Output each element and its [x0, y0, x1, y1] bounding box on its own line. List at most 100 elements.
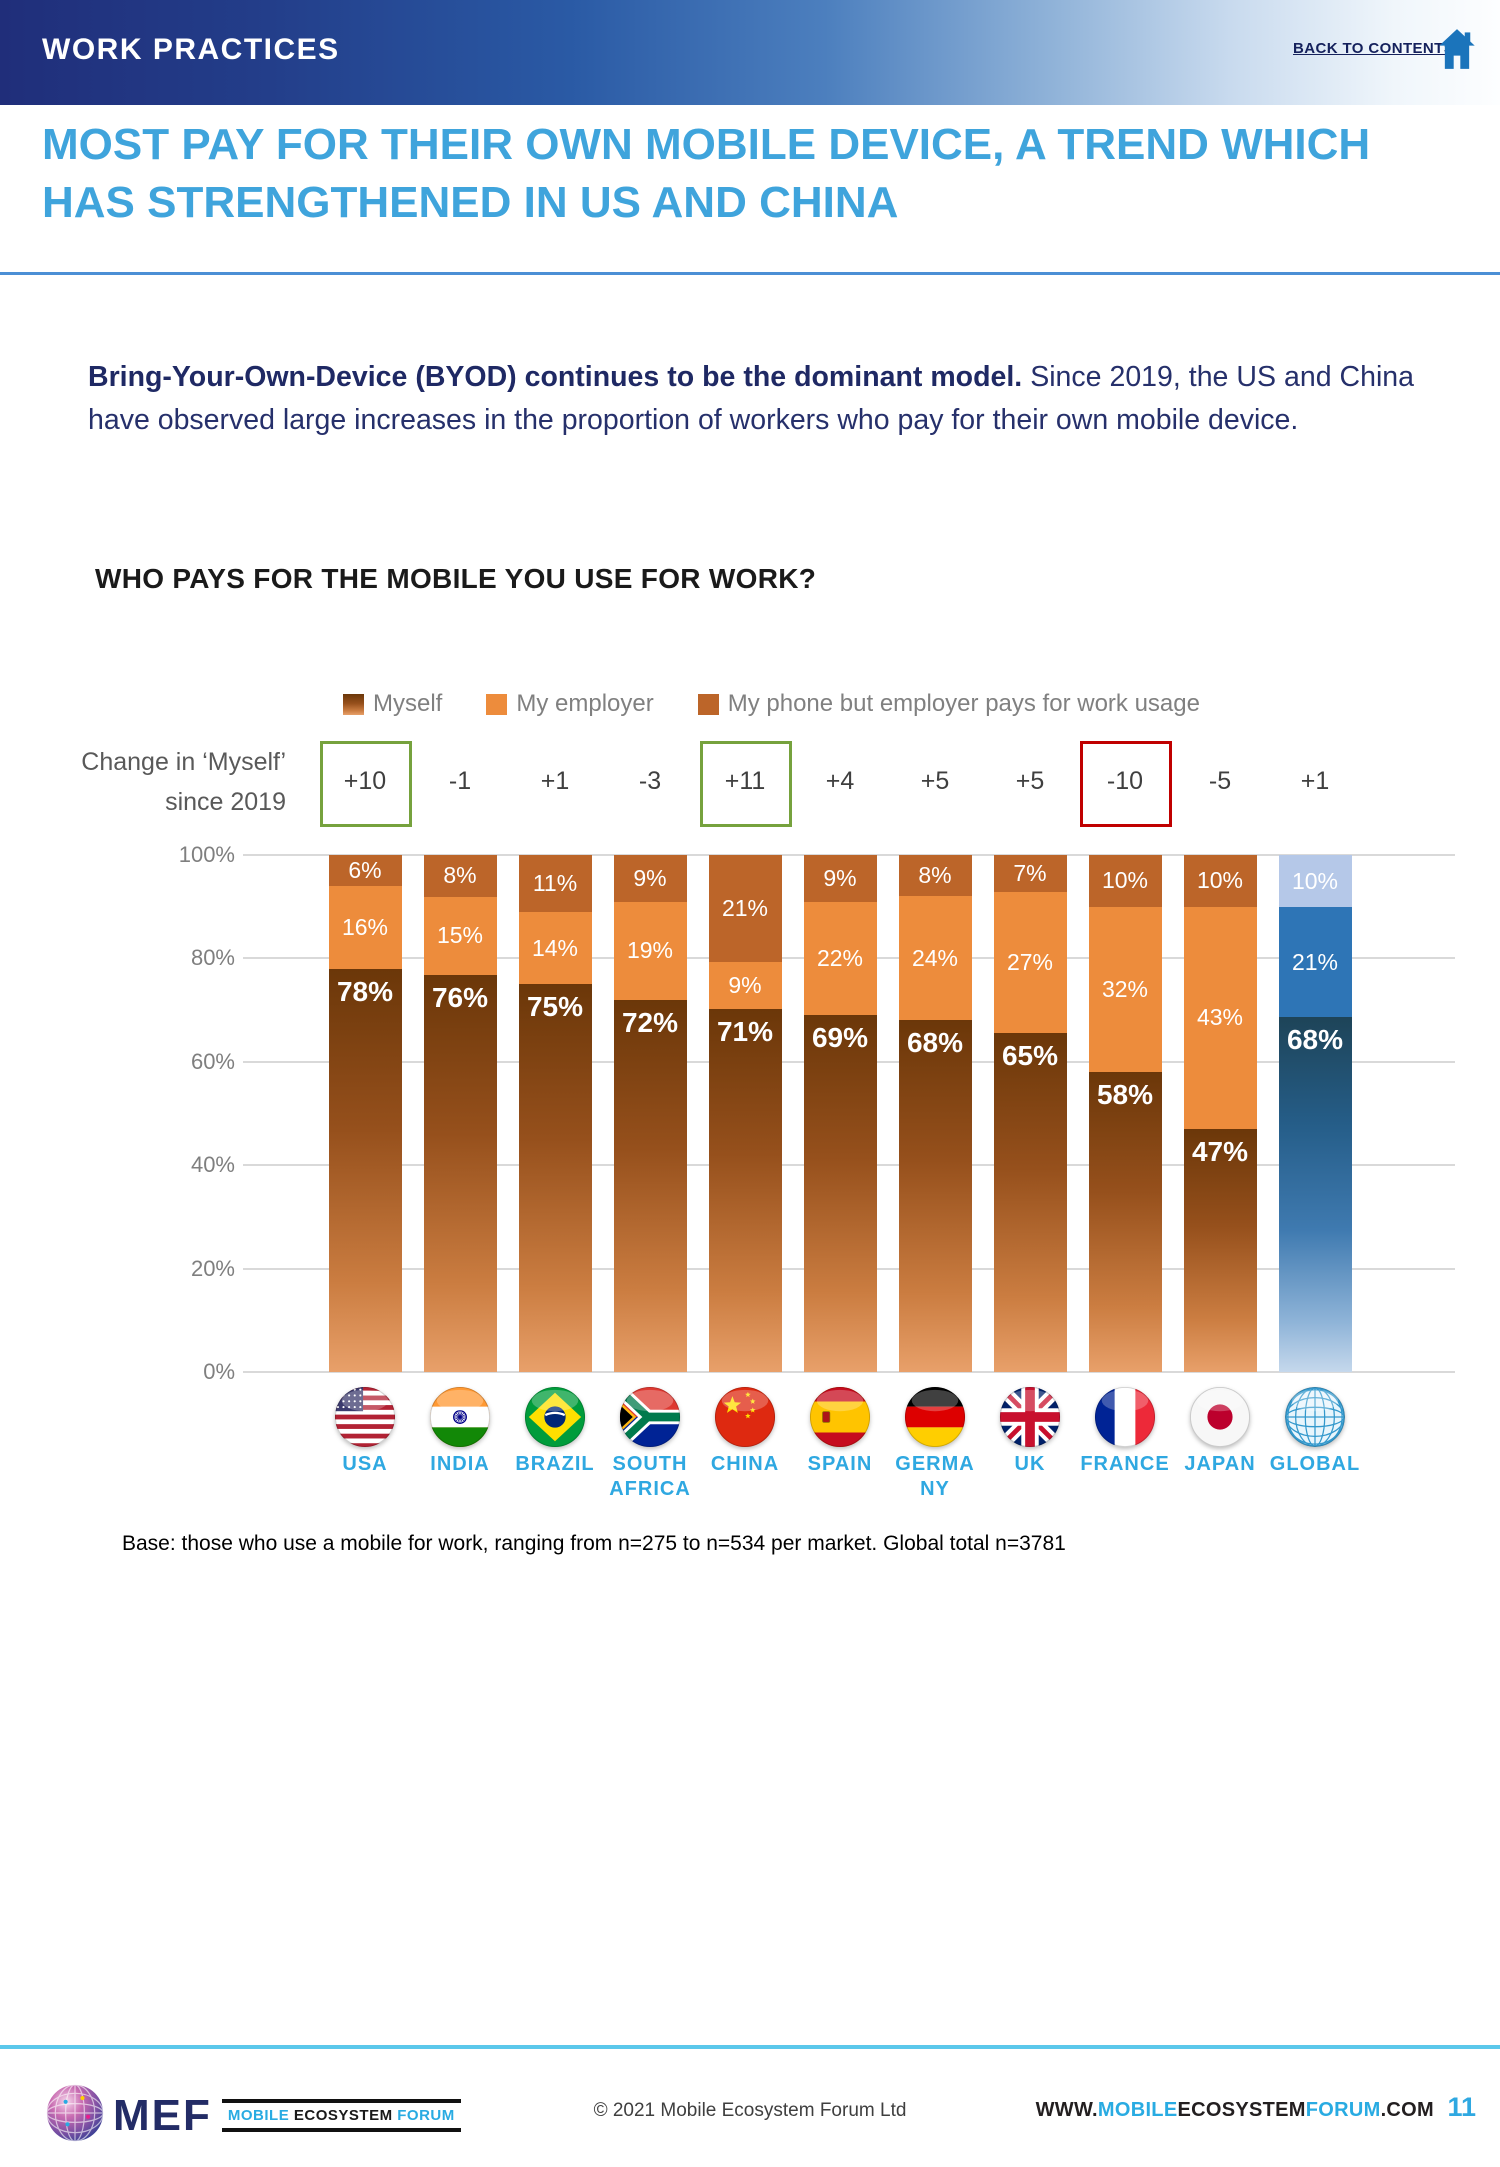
flag-brazil-icon — [524, 1386, 586, 1448]
y-axis-tick: 20% — [190, 1255, 235, 1281]
data-label: 6% — [348, 857, 382, 883]
data-label: 19% — [626, 937, 674, 964]
data-label: 72% — [621, 1006, 679, 1038]
category-label-france: FRANCE — [1080, 1453, 1170, 1475]
website-part: .COM — [1380, 2099, 1434, 2121]
data-label: 58% — [1096, 1079, 1154, 1111]
segment-phone-germany: 8% — [898, 855, 972, 897]
data-label: 43% — [1196, 1004, 1244, 1031]
legend-swatch-icon — [486, 693, 508, 715]
data-label: 68% — [906, 1027, 964, 1059]
segment-employer-brazil: 14% — [518, 911, 592, 985]
segment-myself-global: 68% — [1278, 1016, 1352, 1372]
data-label: 65% — [1001, 1039, 1059, 1071]
segment-myself-japan: 47% — [1183, 1129, 1257, 1372]
change-highlight-box-usa — [320, 741, 412, 827]
y-axis-tick: 60% — [190, 1048, 235, 1074]
category-label-china: CHINA — [710, 1453, 780, 1475]
home-icon[interactable] — [1438, 28, 1476, 75]
footer-divider — [0, 2045, 1500, 2049]
segment-myself-uk: 65% — [993, 1032, 1067, 1372]
bar-uk: 7% 27% 65% — [993, 855, 1067, 1372]
category-label-global: GLOBAL — [1269, 1453, 1361, 1475]
data-label: 9% — [823, 864, 857, 891]
segment-employer-usa: 16% — [328, 886, 402, 969]
legend-swatch-icon — [697, 693, 719, 715]
change-value-spain: +4 — [825, 767, 855, 795]
segment-phone-global: 10% — [1278, 855, 1352, 908]
flag-india-icon — [429, 1386, 491, 1448]
segment-myself-south-africa: 72% — [613, 999, 687, 1372]
data-label: 7% — [1013, 859, 1047, 886]
data-label: 11% — [532, 869, 578, 896]
website-part: ECOSYSTEM — [1177, 2099, 1306, 2121]
section-title: WORK PRACTICES — [42, 33, 340, 66]
bar-germany: 8% 24% 68% — [898, 855, 972, 1372]
mef-logo: MEF MOBILE ECOSYSTEM FORUM — [45, 2083, 461, 2148]
segment-employer-uk: 27% — [993, 891, 1067, 1033]
segment-phone-south-africa: 9% — [613, 855, 687, 902]
change-value-uk: +5 — [1015, 767, 1045, 795]
legend-label: My employer — [516, 690, 654, 717]
change-value-brazil: +1 — [540, 767, 570, 795]
bar-china: 21% 9% 71% — [708, 855, 782, 1372]
data-label: 9% — [728, 972, 762, 999]
bar-spain: 9% 22% 69% — [803, 855, 877, 1372]
data-label: 32% — [1101, 975, 1149, 1002]
flag-uk-icon — [999, 1386, 1061, 1448]
change-highlight-box-france — [1080, 741, 1172, 827]
y-axis-tick: 100% — [178, 842, 235, 867]
segment-employer-france: 32% — [1088, 906, 1162, 1073]
change-value-south-africa: -3 — [638, 767, 662, 795]
change-since-2019-label: Change in ‘Myself’ since 2019 — [81, 748, 286, 816]
segment-phone-spain: 9% — [803, 855, 877, 902]
bar-india: 8% 15% 76% — [423, 855, 497, 1372]
website-link[interactable]: WWW.MOBILEECOSYSTEMFORUM.COM — [1036, 2099, 1434, 2122]
data-label: 14% — [531, 934, 579, 961]
change-value-france: -10 — [1106, 767, 1144, 795]
intro-paragraph: Bring-Your-Own-Device (BYOD) continues t… — [88, 356, 1414, 442]
data-label: 78% — [336, 975, 394, 1007]
change-value-japan: -5 — [1208, 767, 1232, 795]
segment-phone-uk: 7% — [993, 855, 1067, 892]
website-part: FORUM — [1305, 2099, 1381, 2121]
flag-south-africa-icon — [619, 1386, 681, 1448]
bar-brazil: 11% 14% 75% — [518, 855, 592, 1372]
segment-myself-brazil: 75% — [518, 984, 592, 1372]
data-label: 75% — [526, 991, 584, 1023]
globe-global-icon — [1284, 1386, 1346, 1448]
back-to-contents-link[interactable]: BACK TO CONTENTS — [1293, 40, 1455, 57]
segment-employer-germany: 24% — [898, 896, 972, 1021]
legend-label: My phone but employer pays for work usag… — [727, 690, 1200, 717]
segment-employer-india: 15% — [423, 896, 497, 976]
mef-logo-text: MEF — [113, 2090, 212, 2140]
data-label: 68% — [1286, 1023, 1344, 1055]
data-label: 15% — [436, 922, 484, 949]
data-label: 76% — [431, 982, 489, 1014]
legend-item-2: My phone but employer pays for work usag… — [697, 690, 1200, 718]
bar-usa: 6% 16% 78% — [328, 855, 402, 1372]
legend-swatch-icon — [343, 693, 364, 715]
data-label: 8% — [443, 862, 477, 889]
category-label-south-africa: SOUTH AFRICA — [609, 1453, 691, 1500]
change-value-germany: +5 — [920, 767, 950, 795]
data-label: 10% — [1101, 867, 1149, 894]
data-label: 69% — [811, 1022, 869, 1054]
header-band: WORK PRACTICES — [0, 0, 1500, 105]
bar-south-africa: 9% 19% 72% — [613, 855, 687, 1372]
segment-myself-usa: 78% — [328, 968, 402, 1372]
title-divider — [0, 272, 1500, 275]
flag-japan-icon — [1189, 1386, 1251, 1448]
flag-spain-icon — [809, 1386, 871, 1448]
page-number: 11 — [1447, 2092, 1476, 2122]
data-label: 21% — [1291, 948, 1339, 975]
data-label: 9% — [633, 864, 667, 891]
chart-legend: Myself My employer My phone but employer p… — [343, 690, 1200, 718]
data-label: 27% — [1006, 948, 1054, 975]
category-label-brazil: BRAZIL — [515, 1453, 595, 1475]
flag-france-icon — [1094, 1386, 1156, 1448]
segment-phone-usa: 6% — [328, 855, 402, 887]
bar-global: 10% 21% 68% — [1278, 855, 1352, 1372]
change-value-usa: +10 — [343, 767, 387, 795]
